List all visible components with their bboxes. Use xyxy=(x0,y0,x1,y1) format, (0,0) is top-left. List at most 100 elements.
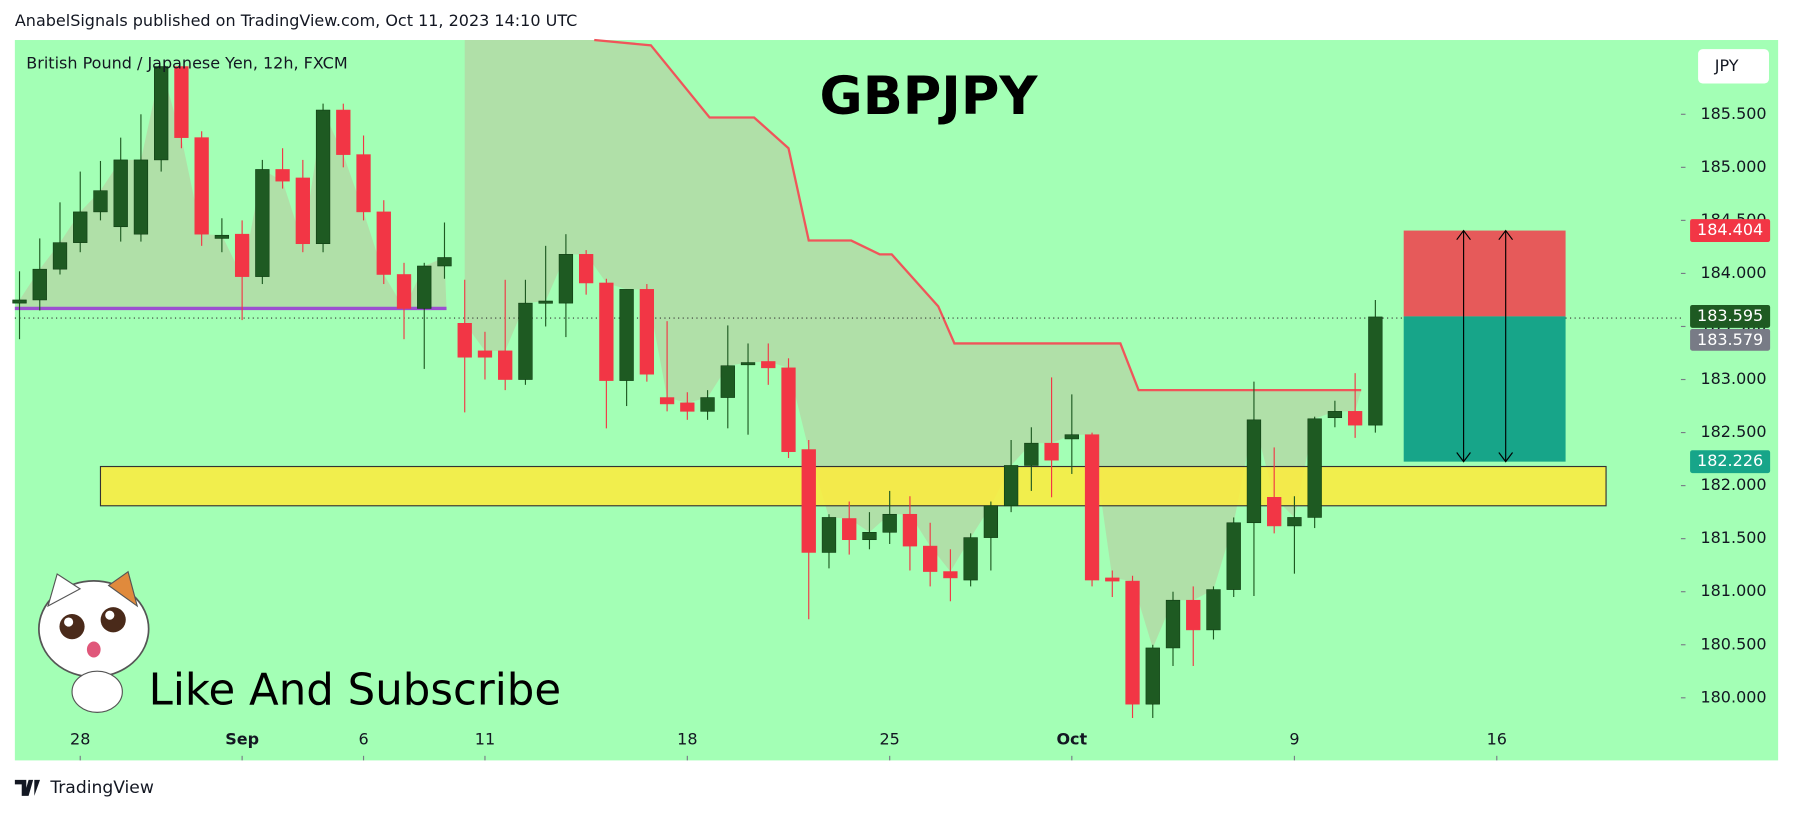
arrow-head xyxy=(1456,229,1471,241)
candle-body xyxy=(821,517,837,553)
candle-body xyxy=(983,505,999,538)
mascot xyxy=(38,570,150,713)
candle-body xyxy=(498,350,513,380)
x-tick-label: 6 xyxy=(358,729,368,748)
target-box xyxy=(1403,316,1566,462)
candle-body xyxy=(1186,599,1201,631)
candle-body xyxy=(1307,418,1322,518)
stop-box xyxy=(1403,230,1566,317)
price-chip-label: 182.226 xyxy=(1697,451,1763,470)
candle-body xyxy=(174,66,189,138)
candle-body xyxy=(1267,497,1282,527)
price-chip xyxy=(1690,304,1771,328)
candle-body xyxy=(32,268,47,301)
y-tick-label: 184.000 xyxy=(1700,263,1766,282)
x-tick-label: 16 xyxy=(1487,729,1507,748)
candle-body xyxy=(1024,442,1039,466)
candle-body xyxy=(1287,517,1302,527)
y-tick-label: 181.500 xyxy=(1700,528,1766,547)
price-chip-label: 183.595 xyxy=(1697,306,1763,325)
candle-body xyxy=(862,532,877,541)
price-chip xyxy=(1690,450,1771,474)
candle-body xyxy=(1206,589,1221,631)
candle-body xyxy=(1145,647,1160,705)
candle-body xyxy=(538,300,553,304)
candle-body xyxy=(275,169,290,182)
candle-body xyxy=(295,177,310,245)
price-chip-label: 184.404 xyxy=(1697,220,1763,239)
candle-body xyxy=(113,159,128,228)
candle-body xyxy=(599,282,614,381)
candle-body xyxy=(923,545,938,572)
candle-body xyxy=(1165,599,1181,649)
candle-body xyxy=(52,242,68,270)
candle-body xyxy=(1044,442,1059,461)
candle-body xyxy=(902,513,918,547)
candle-body xyxy=(214,234,230,239)
price-chip-label: 183.579 xyxy=(1697,330,1763,349)
currency[interactable]: JPY xyxy=(1714,56,1739,75)
candle-body xyxy=(680,402,695,412)
x-tick-label: 9 xyxy=(1289,729,1299,748)
candle-body xyxy=(12,299,27,304)
price-chip xyxy=(1690,328,1771,351)
x-tick-label: 28 xyxy=(70,729,90,748)
arrow-head xyxy=(1456,452,1471,463)
candle-body xyxy=(801,449,816,553)
price-chip xyxy=(1690,219,1771,243)
x-tick-label: 11 xyxy=(475,729,495,748)
candle-body xyxy=(781,367,796,452)
candle-body xyxy=(659,397,675,405)
candle-body xyxy=(437,257,452,267)
candle-body xyxy=(477,350,493,358)
candle-body xyxy=(396,274,412,309)
candle-body xyxy=(1246,419,1262,524)
y-tick-label: 182.000 xyxy=(1700,475,1766,494)
candle-body xyxy=(194,137,209,235)
brand: TradingView xyxy=(49,778,154,798)
candle-body xyxy=(1003,465,1019,507)
y-tick-label: 180.500 xyxy=(1700,634,1766,653)
chart-subtitle: British Pound / Japanese Yen, 12h, FXCM xyxy=(26,54,347,73)
candle-body xyxy=(740,362,756,366)
currency-box[interactable] xyxy=(1698,49,1769,84)
header: AnabelSignals published on TradingView.c… xyxy=(15,11,577,30)
candle-body xyxy=(700,397,715,412)
y-tick-label: 181.000 xyxy=(1700,581,1766,600)
candle-body xyxy=(720,365,735,398)
candle-body xyxy=(73,211,88,243)
x-tick-label: 25 xyxy=(880,729,900,748)
candle-body xyxy=(417,265,432,309)
candle-body xyxy=(882,513,897,533)
candle-body xyxy=(578,254,594,284)
candle-body xyxy=(558,254,574,304)
stop-line xyxy=(594,38,1362,392)
candle-body xyxy=(234,233,250,277)
x-tick-label: Oct xyxy=(1056,729,1087,748)
candle-body xyxy=(376,211,391,275)
candle-body xyxy=(1368,316,1383,426)
candle-body xyxy=(356,154,371,213)
candle-body xyxy=(619,289,634,381)
support-zone xyxy=(99,465,1607,507)
candle-body xyxy=(1327,411,1343,419)
candle-body xyxy=(1084,434,1100,581)
arrow-head xyxy=(1498,452,1514,463)
candle-body xyxy=(255,169,270,277)
candle-body xyxy=(963,537,978,581)
candle-body xyxy=(457,323,472,358)
candle-body xyxy=(1226,522,1241,590)
y-tick-label: 180.000 xyxy=(1700,687,1766,706)
y-tick-label: 182.500 xyxy=(1700,422,1766,441)
candle-body xyxy=(518,302,533,380)
annotation: Like And Subscribe xyxy=(149,665,561,715)
candle-body xyxy=(1347,411,1363,426)
candle-body xyxy=(315,109,331,245)
candle-body xyxy=(1125,580,1140,705)
brand-logo xyxy=(14,779,41,796)
candle-body xyxy=(133,159,149,235)
candle-body xyxy=(943,571,958,579)
chart-title: GBPJPY xyxy=(820,66,1039,127)
